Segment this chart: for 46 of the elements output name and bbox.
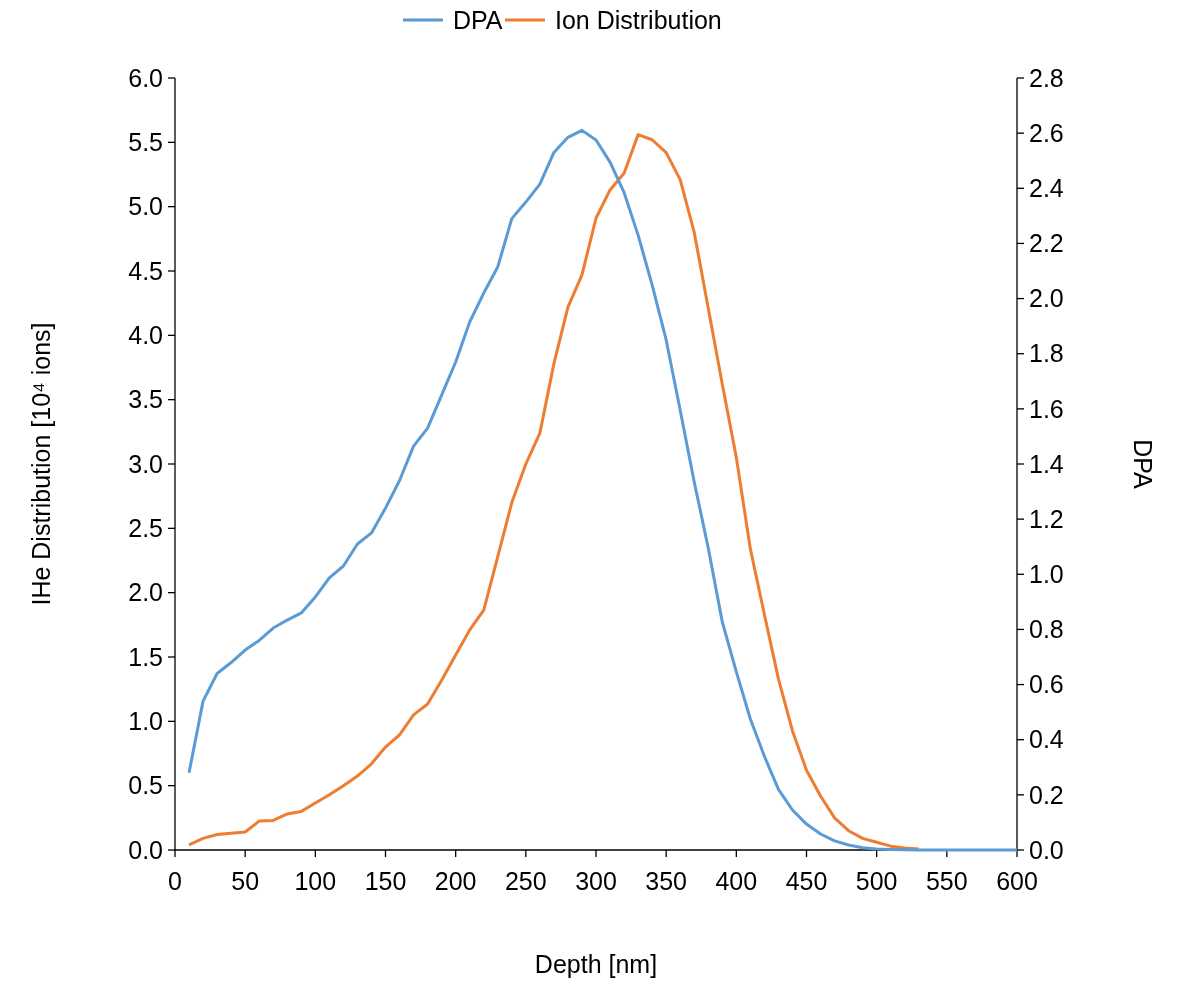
y2-tick-label: 2.6	[1029, 118, 1064, 147]
x-tick-label: 450	[785, 867, 828, 895]
y2-tick-label: 0.0	[1029, 835, 1064, 864]
y2-tick-label: 2.2	[1029, 229, 1064, 258]
y2-tick-label: 1.2	[1029, 504, 1064, 533]
y2-tick-label: 2.0	[1029, 284, 1064, 313]
x-tick-label: 150	[364, 867, 407, 895]
y-tick-label: 5.0	[128, 192, 163, 221]
y2-tick-label: 0.2	[1029, 780, 1064, 809]
x-tick-label: 100	[294, 867, 337, 895]
x-tick-label: 200	[434, 867, 477, 895]
y2-tick-label: 1.6	[1029, 394, 1064, 423]
x-tick-label: 300	[575, 867, 617, 895]
y2-tick-label: 1.0	[1029, 560, 1064, 589]
y2-tick-label: 2.4	[1029, 174, 1064, 203]
y2-tick-label: 1.8	[1029, 339, 1064, 368]
y-tick-label: 2.0	[128, 578, 163, 607]
y-tick-label: 4.0	[128, 321, 163, 350]
x-tick-label: 350	[645, 867, 688, 895]
y2-tick-label: 1.4	[1029, 449, 1064, 478]
x-tick-label: 250	[504, 867, 547, 895]
x-tick-label: 500	[855, 867, 898, 895]
y-tick-label: 3.5	[128, 385, 163, 414]
x-tick-label: 550	[925, 867, 968, 895]
y2-axis-title: DPA	[1129, 439, 1157, 490]
y2-tick-label: 2.8	[1029, 63, 1064, 92]
x-axis-title: Depth [nm]	[534, 950, 658, 978]
y-tick-label: 1.5	[128, 642, 163, 671]
y-tick-label: 6.0	[128, 63, 163, 92]
y-tick-label: 5.5	[128, 128, 163, 157]
y-tick-label: 3.0	[128, 449, 163, 478]
x-tick-label: 600	[996, 867, 1038, 895]
y-tick-label: 1.0	[128, 707, 163, 736]
y-axis-title: IHe Distribution [10⁴ ions]	[27, 322, 55, 606]
y-tick-label: 4.5	[128, 256, 163, 285]
x-tick-label: 0	[168, 867, 182, 895]
y-tick-label: 0.5	[128, 771, 163, 800]
legend-label: Ion Distribution	[555, 5, 722, 34]
y2-tick-label: 0.8	[1029, 615, 1064, 644]
legend-label: DPA	[453, 5, 503, 34]
y2-tick-label: 0.4	[1029, 725, 1064, 754]
y-tick-label: 2.5	[128, 514, 163, 543]
x-tick-label: 400	[715, 867, 758, 895]
x-tick-label: 50	[231, 867, 260, 895]
y2-tick-label: 0.6	[1029, 670, 1064, 699]
y-tick-label: 0.0	[128, 835, 163, 864]
